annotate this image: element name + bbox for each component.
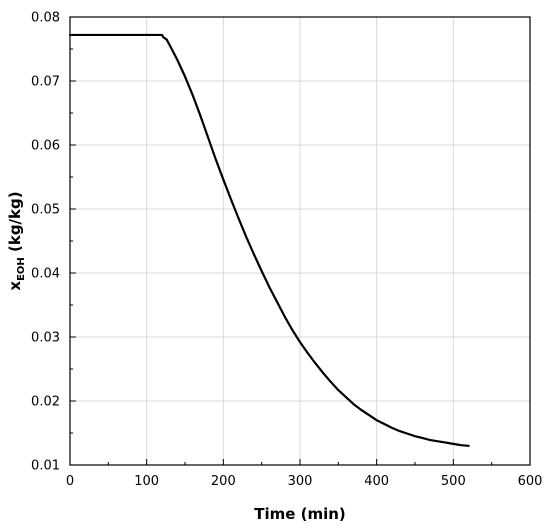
- plot-frame: [69, 16, 531, 466]
- series-line: [68, 33, 470, 447]
- y-tick-label: 0.05: [31, 203, 60, 218]
- x-tick-label: 0: [66, 474, 74, 489]
- y-tick-label: 0.01: [31, 459, 60, 474]
- y-tick-labels: 0.01 0.02 0.03 0.04 0.05 0.06 0.07 0.08: [31, 11, 60, 474]
- y-tick-label: 0.06: [31, 139, 60, 154]
- y-axis-title-base: x: [6, 281, 24, 291]
- x-tick-label: 600: [518, 474, 543, 489]
- x-tick-label: 100: [134, 474, 159, 489]
- y-axis-title: xEOH (kg/kg): [6, 191, 27, 290]
- x-axis-title: Time (min): [254, 505, 346, 523]
- y-tick-label: 0.07: [31, 75, 60, 90]
- x-tick-label: 400: [364, 474, 389, 489]
- x-tick-label: 300: [288, 474, 313, 489]
- x-tick-label: 500: [441, 474, 466, 489]
- y-tick-label: 0.02: [31, 395, 60, 410]
- x-tick-label: 200: [211, 474, 236, 489]
- y-axis-title-subscript: EOH: [16, 257, 27, 281]
- grid-lines: [70, 17, 530, 465]
- y-axis-title-units: (kg/kg): [6, 191, 24, 257]
- y-tick-label: 0.04: [31, 267, 60, 282]
- y-tick-label: 0.03: [31, 331, 60, 346]
- y-tick-label: 0.08: [31, 11, 60, 26]
- series-layer: [68, 33, 470, 447]
- x-tick-labels: 0 100 200 300 400 500 600: [66, 474, 543, 489]
